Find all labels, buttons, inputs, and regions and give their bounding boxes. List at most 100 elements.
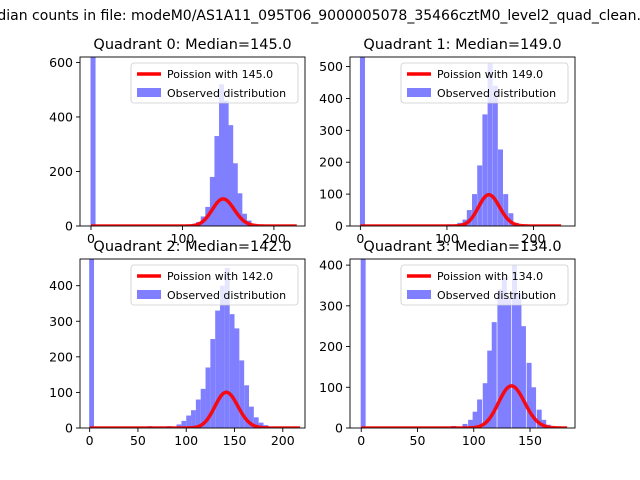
histogram-bar	[472, 194, 478, 226]
axes-frame	[79, 258, 306, 429]
legend-label-histogram: Observed distribution	[167, 87, 286, 100]
axes-frame	[79, 56, 306, 227]
x-tick-label: 50	[410, 433, 426, 448]
histogram-bar	[228, 125, 234, 226]
histogram-bar	[205, 367, 211, 428]
legend: Poission with 149.0 Observed distribution	[400, 62, 569, 104]
histogram-bar	[244, 385, 249, 428]
y-tick-label: 500	[319, 59, 343, 74]
histogram-bar	[234, 328, 240, 428]
histogram-bar	[191, 410, 196, 428]
y-tick-label: 100	[49, 385, 73, 400]
x-tick-label: 100	[435, 231, 459, 246]
x-tick-label: 0	[87, 231, 95, 246]
histogram-bar	[477, 399, 483, 428]
y-tick-label: 0	[335, 219, 343, 234]
plot-area	[359, 57, 563, 226]
x-tick-label: 200	[522, 231, 546, 246]
subplot-title: Quadrant 3: Median=134.0	[363, 239, 561, 255]
y-tick-label: 300	[319, 123, 343, 138]
legend-frame	[400, 264, 569, 306]
legend: Poission with 134.0 Observed distribution	[400, 264, 569, 306]
histogram-bar	[501, 277, 507, 428]
axes-frame	[349, 258, 576, 429]
histogram-bar	[516, 293, 522, 428]
histogram-bar	[253, 417, 259, 428]
histogram-bar	[237, 193, 243, 226]
y-tick-label: 0	[335, 421, 343, 436]
histogram-bar	[181, 420, 187, 428]
histogram-bar	[200, 388, 206, 428]
histogram-bar	[497, 149, 503, 226]
histogram-bar	[462, 423, 468, 428]
histogram-bar	[219, 84, 225, 226]
histogram-bar	[487, 63, 493, 226]
histogram-bar	[214, 136, 220, 226]
histogram-bar	[521, 326, 526, 428]
histogram-bar	[224, 267, 230, 428]
histogram-bar	[487, 350, 493, 428]
y-tick-label: 400	[319, 258, 343, 273]
y-tick-label: 400	[49, 278, 73, 293]
legend-label-poisson: Poission with 142.0	[167, 270, 273, 283]
x-tick-label: 50	[130, 433, 146, 448]
subplot-title: Quadrant 1: Median=149.0	[363, 37, 561, 53]
histogram-bar	[497, 289, 503, 428]
poisson-curve	[359, 193, 563, 226]
histogram-bar	[215, 310, 221, 428]
histogram-bar	[186, 415, 192, 428]
x-tick-label: 0	[357, 433, 365, 448]
legend-swatch-histogram	[407, 88, 431, 97]
axes-frame	[349, 56, 576, 227]
histogram-bar	[482, 383, 488, 428]
legend: Poission with 142.0 Observed distribution	[130, 264, 299, 306]
histogram-bar	[229, 314, 235, 428]
y-tick-label: 300	[319, 298, 343, 313]
legend-label-poisson: Poission with 145.0	[167, 68, 273, 81]
histogram-bar	[239, 360, 245, 428]
subplot-title: Quadrant 0: Median=145.0	[93, 37, 291, 53]
histogram-bar	[89, 259, 95, 428]
x-tick-label: 0	[356, 231, 364, 246]
x-tick-label: 100	[171, 231, 195, 246]
legend-label-histogram: Observed distribution	[437, 87, 556, 100]
histogram-bar	[248, 406, 254, 428]
x-tick-label: 0	[86, 433, 94, 448]
y-tick-label: 200	[49, 349, 73, 364]
poisson-curve	[360, 384, 568, 428]
y-tick-label: 100	[319, 380, 343, 395]
y-tick-label: 100	[319, 187, 343, 202]
y-tick-label: 0	[65, 421, 73, 436]
y-tick-label: 200	[319, 339, 343, 354]
subplot-quadrant-1: 0 100 200 0 100 200 300 400 500 Quadrant 1: Media…	[319, 37, 576, 246]
y-tick-label: 400	[319, 91, 343, 106]
y-tick-label: 0	[65, 219, 73, 234]
histogram-bar	[209, 176, 215, 226]
poisson-curve	[90, 197, 298, 226]
histogram-bar	[531, 387, 537, 428]
legend-label-poisson: Poission with 134.0	[437, 270, 543, 283]
histogram-bar	[359, 57, 365, 226]
histogram-bar	[232, 163, 238, 226]
x-tick-label: 200	[262, 231, 286, 246]
x-tick-label: 100	[174, 433, 198, 448]
histogram-bar	[503, 194, 509, 226]
y-tick-label: 200	[319, 155, 343, 170]
histogram-bar	[468, 419, 474, 428]
legend-swatch-histogram	[137, 290, 161, 299]
x-tick-label: 200	[271, 433, 295, 448]
subplot-quadrant-0: 0 100 200 0 200 400 600 Quadrant 0: Median=145.…	[49, 37, 306, 246]
histogram-bar	[492, 85, 498, 226]
histogram-bar	[258, 422, 264, 428]
legend: Poission with 145.0 Observed distribution	[130, 62, 299, 104]
histogram-bar	[536, 409, 542, 428]
subplot-quadrant-2: 0 50 100 150 200 0 100 200 300 400 Quadrant 2: Med…	[49, 239, 306, 448]
histogram-bar	[223, 100, 229, 226]
histogram-bar	[176, 424, 182, 428]
legend-frame	[130, 62, 299, 104]
histogram-bar	[472, 411, 478, 428]
legend-label-poisson: Poission with 149.0	[437, 68, 543, 81]
histogram-bar	[90, 57, 96, 226]
legend-label-histogram: Observed distribution	[437, 289, 556, 302]
histogram-bar	[360, 259, 366, 428]
